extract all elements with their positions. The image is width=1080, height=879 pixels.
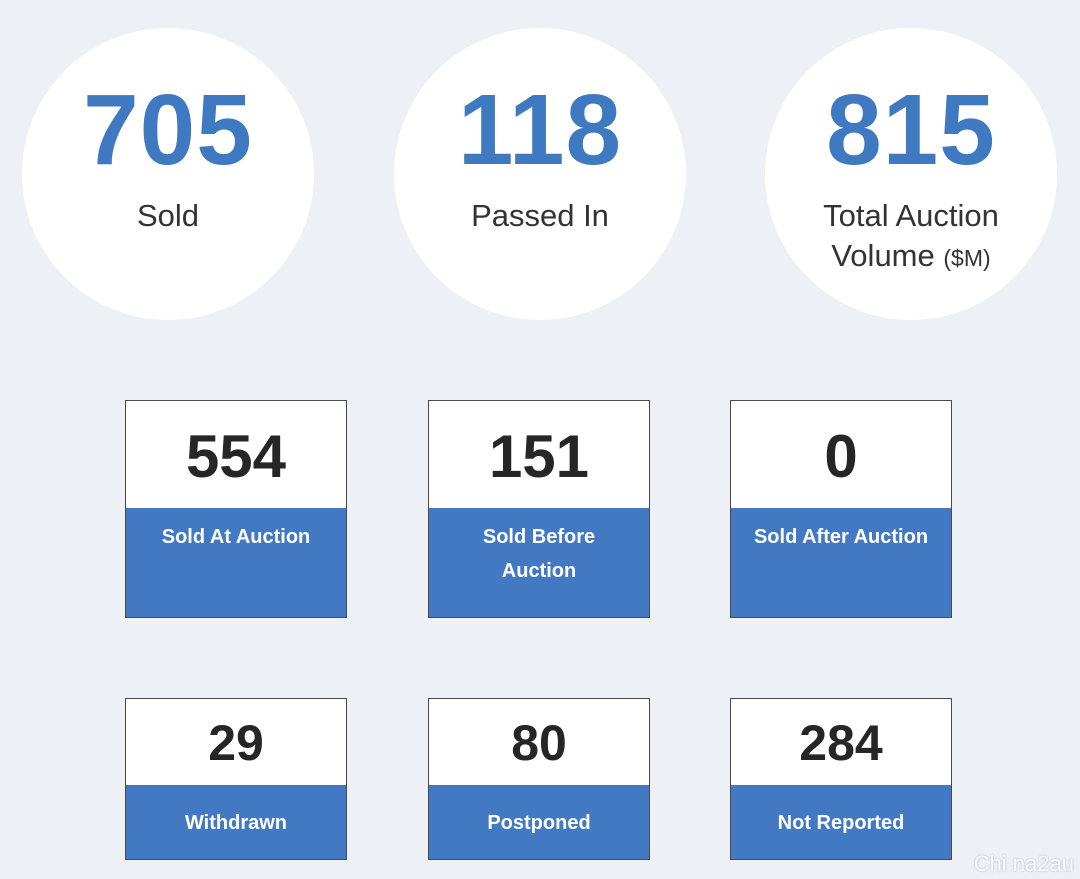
- withdrawn-label: Withdrawn: [126, 785, 346, 859]
- postponed-label: Postponed: [429, 785, 649, 859]
- sold-at-auction-label: Sold At Auction: [126, 508, 346, 617]
- sold-after-auction-card: 0 Sold After Auction: [730, 400, 952, 618]
- postponed-card: 80 Postponed: [428, 698, 650, 860]
- sold-stat-circle: 705 Sold: [22, 28, 314, 320]
- total-volume-stat-circle: 815 Total Auction Volume ($M): [765, 28, 1057, 320]
- not-reported-label: Not Reported: [731, 785, 951, 859]
- watermark-text: Chi na2au: [973, 851, 1074, 876]
- sold-at-auction-card: 554 Sold At Auction: [125, 400, 347, 618]
- sold-after-auction-count: 0: [731, 401, 951, 508]
- sold-at-auction-count: 554: [126, 401, 346, 508]
- sold-before-auction-label: Sold Before Auction: [429, 508, 649, 617]
- sold-after-auction-label: Sold After Auction: [731, 508, 951, 617]
- sold-label: Sold: [136, 198, 200, 233]
- postponed-count: 80: [429, 699, 649, 785]
- total-volume-label: Total Auction Volume ($M): [765, 196, 1057, 278]
- sold-count: 705: [83, 74, 253, 186]
- passed-in-stat-circle: 118 Passed In: [394, 28, 686, 320]
- sold-before-auction-label-line1: Sold Before: [482, 526, 596, 548]
- sold-before-auction-card: 151 Sold Before Auction: [428, 400, 650, 618]
- sold-before-auction-count: 151: [429, 401, 649, 508]
- total-volume-value: 815: [826, 74, 996, 186]
- total-volume-label-word: Volume: [831, 238, 935, 273]
- withdrawn-count: 29: [126, 699, 346, 785]
- total-volume-label-line2: Volume ($M): [765, 236, 1057, 278]
- passed-in-label: Passed In: [471, 198, 609, 233]
- total-volume-label-line1: Total Auction: [823, 198, 999, 233]
- total-volume-unit: ($M): [943, 245, 991, 271]
- sold-before-auction-label-line2: Auction: [501, 560, 577, 582]
- passed-in-count: 118: [457, 74, 623, 186]
- withdrawn-card: 29 Withdrawn: [125, 698, 347, 860]
- not-reported-card: 284 Not Reported: [730, 698, 952, 860]
- not-reported-count: 284: [731, 699, 951, 785]
